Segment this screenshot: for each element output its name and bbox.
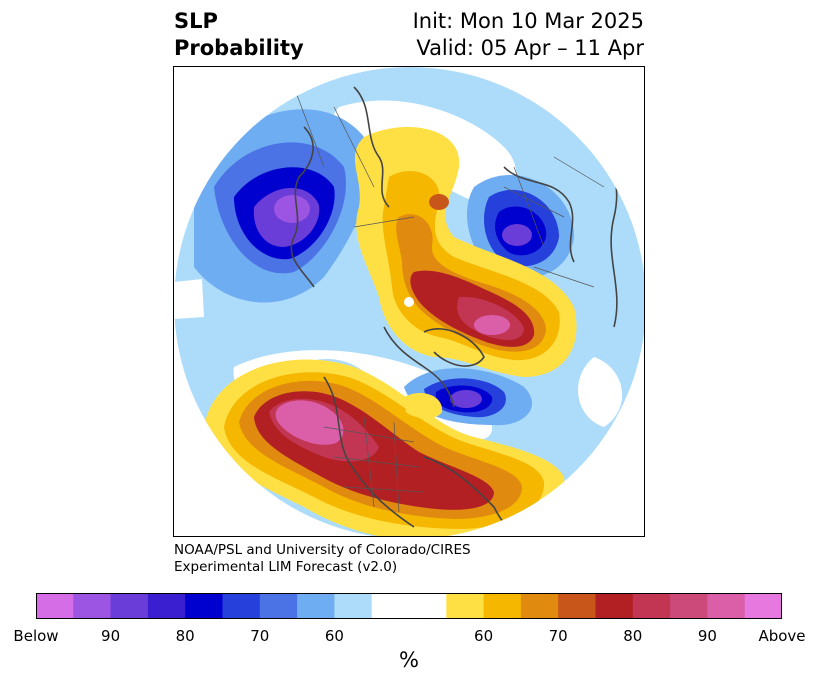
colorbar-swatch: [520, 593, 559, 619]
colorbar-swatch: [446, 593, 485, 619]
colorbar-swatch: [222, 593, 261, 619]
missing-patch: [174, 279, 204, 319]
above-region-pacific-max: [275, 400, 344, 445]
below-region-atlantic-90: [450, 390, 482, 408]
init-date: Init: Mon 10 Mar 2025: [412, 9, 644, 33]
title-line-1: SLP: [174, 9, 218, 33]
chart-title: SLP Probability: [174, 8, 304, 62]
border-europe: [503, 156, 605, 288]
coastline-asia-east: [290, 126, 315, 288]
border-us-states: [323, 416, 425, 513]
coastline-asia-north: [353, 86, 390, 208]
colorbar-swatch: [185, 593, 223, 619]
credit-text: NOAA/PSL and University of Colorado/CIRE…: [174, 542, 471, 576]
valid-range: Valid: 05 Apr – 11 Apr: [416, 36, 644, 60]
colorbar-swatch: [744, 593, 782, 619]
colorbar: [36, 593, 782, 619]
colorbar-tick-label: Above: [758, 627, 806, 645]
forecast-dates: Init: Mon 10 Mar 2025 Valid: 05 Apr – 11…: [413, 8, 644, 62]
colorbar-tick-label: 90: [101, 627, 121, 645]
colorbar-tick-label: 90: [697, 627, 717, 645]
above-region-pole-75: [429, 194, 449, 210]
above-region-arctic-max: [474, 315, 510, 335]
colorbar-swatch: [297, 593, 335, 619]
colorbar-tick-label: 60: [474, 627, 494, 645]
country-borders: [293, 86, 605, 513]
title-line-2: Probability: [174, 36, 304, 60]
coastline-na-west: [323, 376, 415, 528]
colorbar-border: [36, 593, 782, 619]
colorbar-swatch: [409, 593, 447, 619]
colorbar-swatch: [36, 593, 74, 619]
colorbar-swatches: [36, 593, 782, 619]
colorbar-swatch: [707, 593, 746, 619]
coastline-canada-arctic: [383, 326, 455, 408]
colorbar-swatch: [483, 593, 522, 619]
credit-line-2: Experimental LIM Forecast (v2.0): [174, 559, 398, 575]
colorbar-swatch: [110, 593, 149, 619]
colorbar-tick-label: 80: [623, 627, 643, 645]
below-region-west-max: [274, 195, 310, 223]
coastline-europe: [503, 166, 575, 263]
colorbar-swatch: [334, 593, 373, 619]
colorbar-swatch: [632, 593, 671, 619]
colorbar-tick-label: 70: [548, 627, 568, 645]
polar-map: [173, 66, 645, 537]
credit-line-1: NOAA/PSL and University of Colorado/CIRE…: [174, 542, 471, 558]
above-region-patch: [404, 392, 443, 419]
colorbar-tick-label: Below: [13, 627, 59, 645]
colorbar-unit: %: [399, 648, 419, 672]
colorbar-swatch: [73, 593, 112, 619]
below-region-europe-90: [502, 224, 532, 246]
pole-dot: [404, 297, 414, 307]
colorbar-swatch: [147, 593, 186, 619]
colorbar-tick-label: 70: [250, 627, 270, 645]
colorbar-tick-label: 60: [324, 627, 344, 645]
colorbar-tick-label: 80: [175, 627, 195, 645]
colorbar-swatch: [670, 593, 708, 619]
colorbar-swatch: [259, 593, 298, 619]
border-asia: [293, 86, 415, 228]
coastline-greenland: [423, 328, 485, 367]
colorbar-swatch: [371, 593, 410, 619]
neutral-region-east: [577, 357, 623, 427]
probability-map: [174, 67, 644, 536]
colorbar-swatch: [595, 593, 634, 619]
colorbar-swatch: [558, 593, 596, 619]
